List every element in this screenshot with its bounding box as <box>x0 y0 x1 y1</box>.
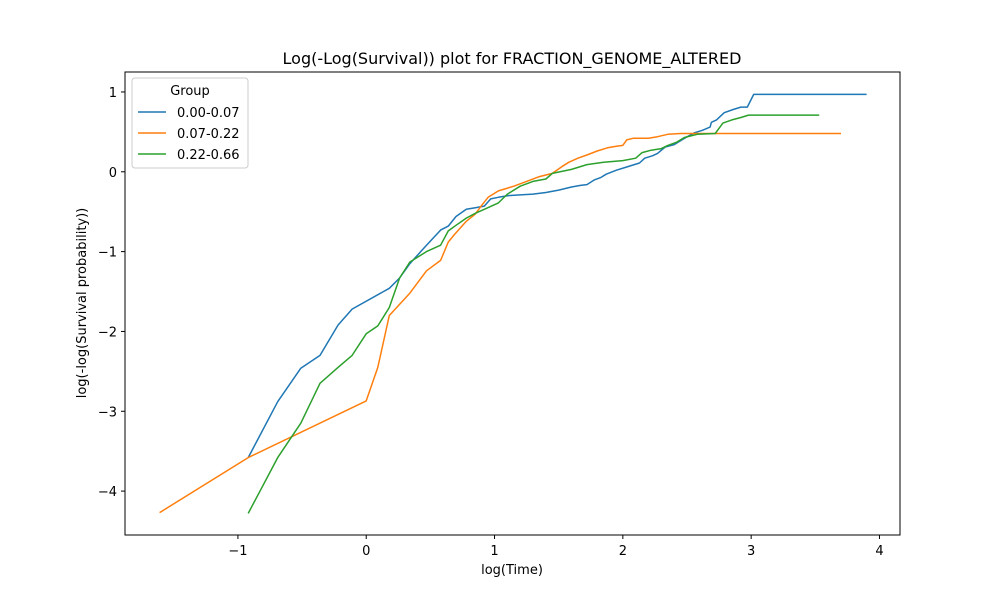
x-tick-label: 1 <box>490 544 498 559</box>
chart-title: Log(-Log(Survival)) plot for FRACTION_GE… <box>283 49 742 69</box>
x-tick-label: 3 <box>747 544 755 559</box>
y-axis-ticks: −4 −3 −2 −1 0 1 <box>98 86 125 500</box>
series-line-1 <box>247 93 867 458</box>
legend-title: Group <box>170 84 210 99</box>
y-tick-label: −4 <box>98 485 117 500</box>
x-tick-label: −1 <box>228 544 247 559</box>
plot-frame <box>124 71 901 536</box>
legend-box <box>131 77 249 169</box>
y-tick-label: −3 <box>98 405 117 420</box>
y-tick-label: 0 <box>109 166 117 181</box>
x-tick-label: 0 <box>362 544 370 559</box>
y-axis-label: log(-log(Survival probability)) <box>75 208 90 399</box>
series-line-2 <box>159 132 841 514</box>
x-axis-ticks: −1 0 1 2 3 4 <box>228 535 884 559</box>
legend-label: 0.00-0.07 <box>177 106 240 121</box>
series-line-3 <box>247 114 820 514</box>
plot-lines <box>159 93 867 514</box>
legend-label: 0.22-0.66 <box>177 148 240 163</box>
y-tick-label: 1 <box>109 86 117 101</box>
legend-label: 0.07-0.22 <box>177 127 240 142</box>
x-axis-label: log(Time) <box>481 563 543 578</box>
y-tick-label: −1 <box>98 246 117 261</box>
y-tick-label: −2 <box>98 325 117 340</box>
x-tick-label: 2 <box>619 544 627 559</box>
x-tick-label: 4 <box>875 544 883 559</box>
legend: Group 0.00-0.07 0.07-0.22 0.22-0.66 <box>131 77 249 169</box>
